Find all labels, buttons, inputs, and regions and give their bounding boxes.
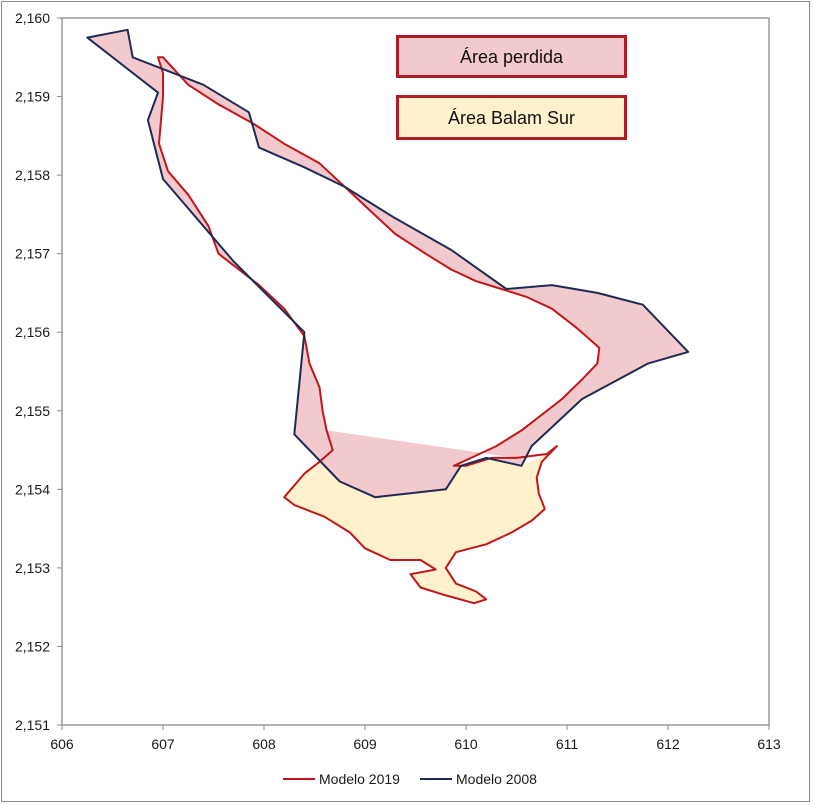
x-tick-label: 612 [656,736,680,752]
x-tick-label: 608 [252,736,276,752]
y-tick-label: 2,157 [15,246,50,262]
x-tick-label: 613 [757,736,781,752]
y-axis: 2,151 2,152 2,153 2,154 2,155 2,156 2,157 2,158… [15,10,62,733]
x-tick-label: 606 [50,736,74,752]
series-line-modelo-2008 [86,28,690,499]
x-axis: 606 607 608 609 610 611 612 613 [50,725,781,752]
series-line-modelo-2019 [157,56,601,605]
y-tick-label: 2,154 [15,481,50,497]
x-tick-label: 609 [353,736,377,752]
annotation-area-balam: Área Balam Sur [396,95,627,140]
series-lines [86,28,690,605]
area-perdida [87,29,689,498]
legend-label-modelo-2008: Modelo 2008 [456,771,537,787]
x-tick-label: 607 [151,736,175,752]
annotation-area-balam-box [396,95,627,140]
annotation-area-perdida-box [396,35,627,78]
x-tick-label: 611 [556,736,579,752]
y-tick-label: 2,153 [15,560,50,576]
legend-label-modelo-2019: Modelo 2019 [319,771,400,787]
y-tick-label: 2,156 [15,324,50,340]
y-tick-label: 2,151 [15,717,50,733]
y-tick-label: 2,152 [15,638,50,654]
annotation-area-balam-label: Área Balam Sur [448,108,575,128]
annotation-area-perdida-label: Área perdida [460,47,564,67]
area-fills [87,29,689,604]
y-tick-label: 2,155 [15,403,50,419]
y-tick-label: 2,159 [15,89,50,105]
legend: Modelo 2019 Modelo 2008 [283,771,537,787]
annotation-area-perdida: Área perdida [396,35,627,78]
y-tick-label: 2,158 [15,167,50,183]
area-balam-sur [284,446,557,604]
x-tick-label: 610 [454,736,478,752]
y-tick-label: 2,160 [15,10,50,26]
